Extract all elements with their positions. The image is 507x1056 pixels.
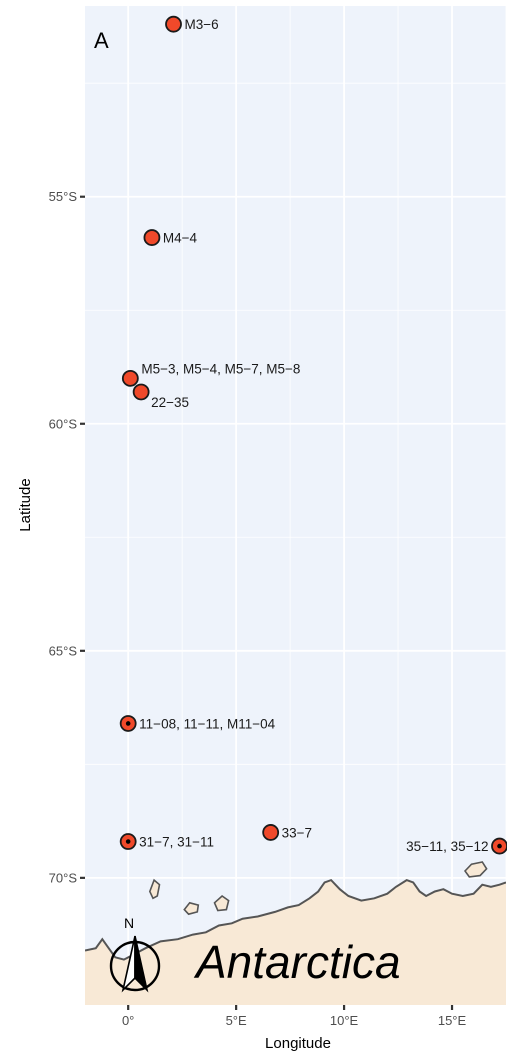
- islands: [148, 861, 488, 916]
- site-point: M5−3, M5−4, M5−7, M5−8: [121, 361, 300, 387]
- site-label: 31−7, 31−11: [139, 835, 214, 850]
- site-point: 22−35: [132, 383, 189, 410]
- north-label: N: [124, 915, 134, 931]
- y-tick-label: 60°S: [49, 416, 78, 431]
- panel-letter: A: [94, 28, 109, 53]
- island: [148, 878, 161, 900]
- site-marker: [143, 229, 161, 246]
- graticule: [85, 6, 506, 1005]
- x-tick-label: 0°: [122, 1013, 134, 1028]
- antarctica-landmass: [85, 878, 506, 1005]
- x-tick-label: 15°E: [438, 1013, 467, 1028]
- site-label: M4−4: [163, 231, 198, 246]
- site-point: 31−7, 31−11: [119, 833, 214, 850]
- site-point: M4−4: [143, 229, 198, 246]
- island: [183, 901, 200, 916]
- site-marker-dot: [497, 843, 502, 849]
- y-tick-label: 70°S: [49, 870, 78, 885]
- site-point: 35−11, 35−12: [406, 837, 507, 855]
- map-panel-background: [85, 6, 506, 1005]
- site-point: 11−08, 11−11, M11−04: [119, 715, 276, 732]
- site-label: M5−3, M5−4, M5−7, M5−8: [141, 361, 300, 376]
- north-arrow-icon: N: [109, 915, 161, 993]
- axes: 55°S 60°S 65°S 70°S 0° 5°E 10°E 15°E: [49, 189, 467, 1028]
- site-point: M3−6: [165, 15, 219, 33]
- y-tick-label: 65°S: [49, 643, 78, 658]
- y-tick-label: 55°S: [49, 189, 78, 204]
- site-marker: [262, 824, 280, 841]
- site-label: M3−6: [185, 17, 219, 32]
- site-marker: [132, 383, 150, 401]
- x-tick-label: 5°E: [226, 1013, 247, 1028]
- site-point: 33−7: [262, 824, 312, 841]
- site-label: 22−35: [151, 395, 189, 410]
- site-marker: [121, 369, 139, 387]
- island: [463, 861, 488, 878]
- site-marker-dot: [125, 721, 131, 726]
- site-label: 11−08, 11−11, M11−04: [139, 716, 275, 731]
- land-fill: [85, 880, 506, 1005]
- sampling-sites: M3−6 M4−4 M5−3, M5−4, M5−7, M5−8 22−35 11−08…: [119, 15, 507, 855]
- site-label: 33−7: [282, 825, 312, 840]
- x-tick-label: 10°E: [330, 1013, 359, 1028]
- coastline: [85, 878, 506, 961]
- island: [213, 894, 230, 912]
- x-axis-title: Longitude: [265, 1035, 331, 1052]
- site-label: 35−11, 35−12: [406, 839, 488, 854]
- y-axis-title: Latitude: [17, 478, 34, 531]
- site-marker: [165, 15, 182, 33]
- site-marker-dot: [125, 839, 131, 844]
- land-label: Antarctica: [193, 936, 401, 988]
